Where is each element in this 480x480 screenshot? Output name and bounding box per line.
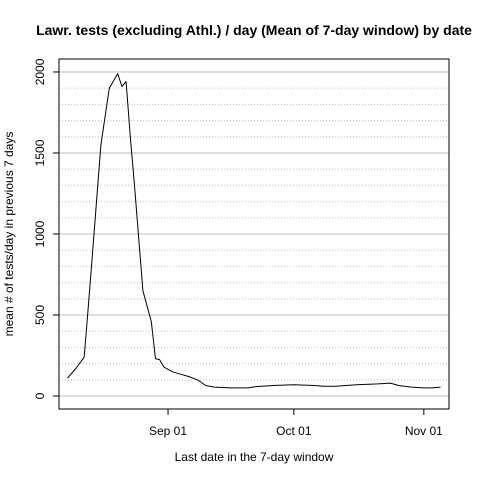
x-tick-label: Nov 01 bbox=[405, 424, 443, 438]
tick-layer: 0 500 1000 1500 2000 Sep 01 Oct 01 Nov 01 bbox=[33, 58, 443, 438]
series-line bbox=[67, 73, 441, 389]
series-layer bbox=[67, 73, 441, 389]
y-tick-label: 0 bbox=[33, 392, 47, 399]
y-tick-label: 500 bbox=[33, 305, 47, 325]
chart-title: Lawr. tests (excluding Athl.) / day (Mea… bbox=[36, 22, 472, 38]
plot-box bbox=[58, 58, 450, 410]
y-tick-label: 1000 bbox=[33, 220, 47, 247]
x-tick-label: Oct 01 bbox=[276, 424, 312, 438]
grid-layer bbox=[59, 71, 449, 397]
y-axis-label: mean # of tests/day in previous 7 days bbox=[2, 132, 16, 337]
y-tick-label: 1500 bbox=[33, 139, 47, 166]
x-tick-label: Sep 01 bbox=[149, 424, 187, 438]
y-tick-label: 2000 bbox=[33, 58, 47, 85]
x-axis-label: Last date in the 7-day window bbox=[175, 450, 334, 464]
